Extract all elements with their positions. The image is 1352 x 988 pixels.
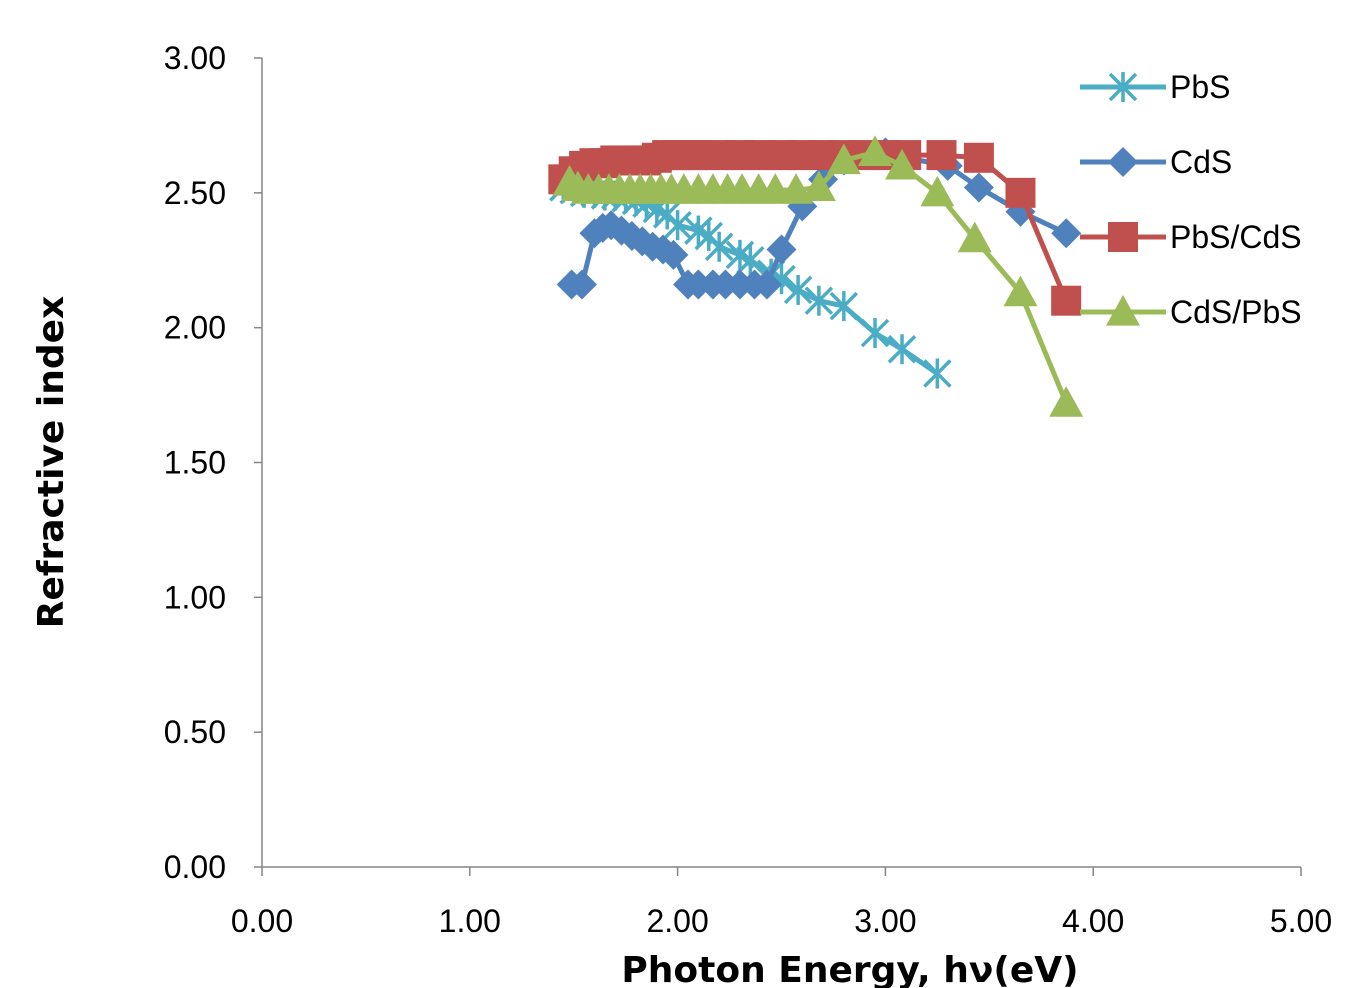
axes bbox=[261, 58, 1301, 868]
legend-item-cds-pbs: CdS/PbS bbox=[1080, 294, 1302, 330]
data-point-cds bbox=[567, 269, 598, 300]
data-point-pbs bbox=[887, 334, 917, 365]
data-point-pbs bbox=[923, 358, 952, 389]
data-point-pbs bbox=[663, 210, 692, 241]
data-point-cds-pbs bbox=[1003, 275, 1038, 307]
data-point-pbs-cds bbox=[926, 140, 957, 171]
legend-item-cds: CdS bbox=[1080, 144, 1232, 180]
data-point-cds-pbs bbox=[826, 143, 861, 175]
y-tick-label: 2.50 bbox=[164, 175, 226, 211]
data-point-pbs bbox=[804, 285, 834, 316]
data-point-pbs-cds bbox=[1005, 177, 1036, 208]
y-axis-title: Refractive index bbox=[31, 296, 72, 629]
series-pbs-cds bbox=[548, 140, 1082, 316]
y-tick-label: 1.50 bbox=[164, 445, 226, 481]
data-point-pbs bbox=[860, 318, 890, 349]
legend-item-pbs-cds: PbS/CdS bbox=[1080, 219, 1302, 255]
x-tick-label: 3.00 bbox=[854, 903, 916, 939]
data-point-cds-pbs bbox=[885, 148, 920, 180]
data-point-cds-pbs bbox=[779, 173, 814, 204]
x-tick-label: 1.00 bbox=[439, 903, 501, 939]
data-point-pbs bbox=[704, 231, 734, 262]
legend-label-pbs: PbS bbox=[1170, 69, 1230, 105]
y-ticks: 0.00 0.50 1.00 1.50 2.00 2.50 3.00 bbox=[164, 40, 262, 885]
data-point-cds-pbs bbox=[957, 221, 992, 253]
legend: PbS CdS PbS/CdS CdS/PbS bbox=[1080, 69, 1302, 330]
x-tick-label: 5.00 bbox=[1270, 903, 1332, 939]
legend-marker-cds-pbs bbox=[1106, 295, 1140, 326]
x-ticks: 0.00 1.00 2.00 3.00 4.00 5.00 bbox=[231, 867, 1332, 939]
data-point-cds bbox=[766, 234, 797, 265]
data-point-cds bbox=[1051, 218, 1082, 249]
x-axis-title: Photon Energy, hν(eV) bbox=[621, 950, 1078, 988]
legend-label-cds-pbs: CdS/PbS bbox=[1170, 294, 1302, 330]
data-point-cds-pbs bbox=[858, 135, 893, 166]
y-tick-label: 0.00 bbox=[164, 849, 226, 885]
x-tick-label: 0.00 bbox=[231, 903, 293, 939]
data-point-cds bbox=[751, 269, 782, 300]
y-tick-label: 0.50 bbox=[164, 714, 226, 750]
x-tick-label: 2.00 bbox=[646, 903, 708, 939]
data-point-cds-pbs bbox=[920, 175, 955, 207]
data-point-pbs bbox=[829, 291, 859, 322]
data-point-cds bbox=[658, 239, 689, 270]
y-tick-label: 2.00 bbox=[164, 310, 226, 346]
data-point-cds-pbs bbox=[1049, 386, 1084, 417]
x-tick-label: 4.00 bbox=[1062, 903, 1124, 939]
data-point-cds-pbs bbox=[801, 170, 836, 202]
legend-label-cds: CdS bbox=[1170, 144, 1232, 180]
y-tick-label: 3.00 bbox=[164, 40, 226, 76]
data-point-pbs-cds bbox=[1051, 285, 1082, 316]
legend-label-pbs-cds: PbS/CdS bbox=[1170, 219, 1302, 255]
y-tick-label: 1.00 bbox=[164, 579, 226, 615]
legend-marker-cds bbox=[1108, 147, 1138, 177]
data-point-cds bbox=[963, 172, 994, 203]
series-cds-pbs bbox=[552, 135, 1084, 417]
data-point-pbs-cds bbox=[963, 142, 994, 173]
series-layer bbox=[548, 135, 1084, 417]
data-point-pbs bbox=[736, 245, 765, 276]
legend-item-pbs: PbS bbox=[1080, 69, 1230, 105]
data-point-pbs bbox=[783, 274, 813, 305]
data-point-cds bbox=[648, 234, 679, 265]
legend-marker-pbs bbox=[1108, 72, 1138, 102]
legend-marker-pbs-cds bbox=[1108, 222, 1138, 252]
